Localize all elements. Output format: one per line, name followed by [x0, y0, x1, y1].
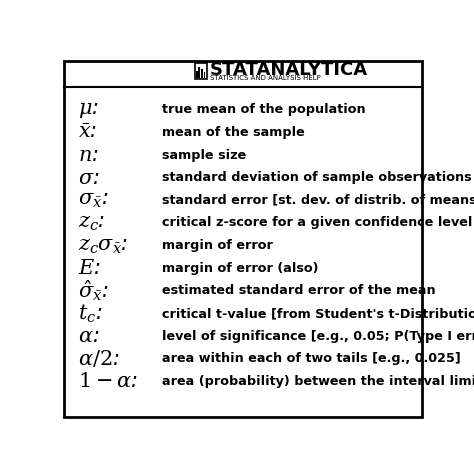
- Text: standard deviation of sample observations: standard deviation of sample observation…: [162, 171, 472, 184]
- Text: level of significance [e.g., 0.05; P(Type I error)]: level of significance [e.g., 0.05; P(Typ…: [162, 329, 474, 343]
- Text: $t_c$:: $t_c$:: [78, 302, 102, 325]
- Text: $n$:: $n$:: [78, 145, 99, 165]
- Text: true mean of the population: true mean of the population: [162, 103, 366, 116]
- Text: sample size: sample size: [162, 148, 246, 162]
- Text: mean of the sample: mean of the sample: [162, 126, 305, 139]
- Text: $1-\alpha$:: $1-\alpha$:: [78, 371, 138, 392]
- Text: margin of error: margin of error: [162, 239, 273, 252]
- Text: critical t-value [from Student's t-Distribution]: critical t-value [from Student's t-Distr…: [162, 307, 474, 320]
- Text: STATISTICS AND ANALYSIS HELP: STATISTICS AND ANALYSIS HELP: [210, 75, 321, 82]
- Text: $\hat{\sigma}_{\bar{x}}$:: $\hat{\sigma}_{\bar{x}}$:: [78, 278, 108, 303]
- Text: critical z-score for a given confidence level: critical z-score for a given confidence …: [162, 217, 473, 229]
- Bar: [199, 67, 201, 78]
- Text: STATANALYTICA: STATANALYTICA: [210, 61, 368, 79]
- Text: estimated standard error of the mean: estimated standard error of the mean: [162, 284, 436, 297]
- Text: $\sigma_{\bar{x}}$:: $\sigma_{\bar{x}}$:: [78, 191, 108, 210]
- Text: $E$:: $E$:: [78, 258, 100, 278]
- Bar: [196, 71, 198, 78]
- Bar: [204, 72, 205, 78]
- FancyBboxPatch shape: [64, 61, 422, 418]
- Text: $\mu$:: $\mu$:: [78, 100, 99, 120]
- Bar: [201, 69, 203, 78]
- Bar: [195, 63, 207, 79]
- Text: $z_c$:: $z_c$:: [78, 213, 105, 233]
- Text: $\sigma$:: $\sigma$:: [78, 168, 99, 188]
- Text: $\alpha$:: $\alpha$:: [78, 326, 99, 346]
- Text: area within each of two tails [e.g., 0.025]: area within each of two tails [e.g., 0.0…: [162, 352, 461, 365]
- Text: $\alpha/2$:: $\alpha/2$:: [78, 348, 119, 369]
- Text: area (probability) between the interval limits: area (probability) between the interval …: [162, 375, 474, 388]
- Text: margin of error (also): margin of error (also): [162, 262, 319, 275]
- Text: $z_c\sigma_{\bar{x}}$:: $z_c\sigma_{\bar{x}}$:: [78, 236, 128, 255]
- Text: standard error [st. dev. of distrib. of means]: standard error [st. dev. of distrib. of …: [162, 194, 474, 207]
- Text: $\bar{x}$:: $\bar{x}$:: [78, 122, 97, 142]
